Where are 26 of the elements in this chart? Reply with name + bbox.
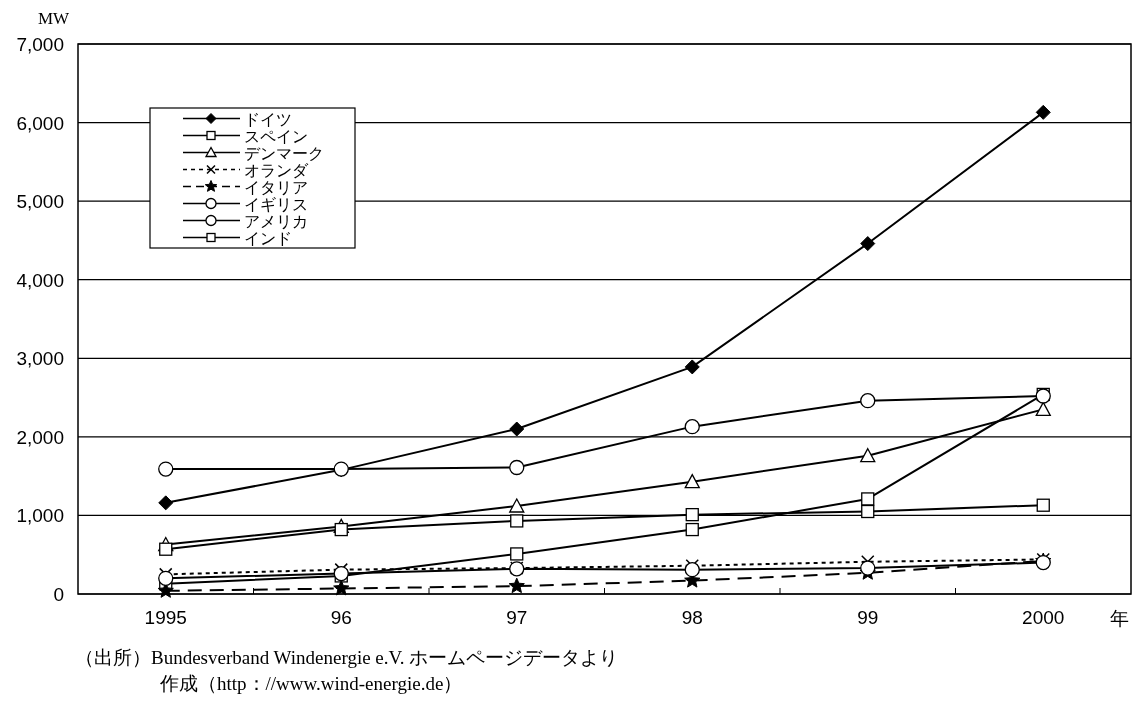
legend-label: イタリア bbox=[244, 178, 308, 196]
x-tick-label: 1995 bbox=[144, 607, 187, 628]
legend-label: ドイツ bbox=[244, 110, 292, 128]
y-axis-title: MW bbox=[38, 9, 71, 28]
x-axis-title: 年 bbox=[1110, 608, 1129, 629]
y-tick-label: 2,000 bbox=[16, 426, 64, 448]
legend-label: アメリカ bbox=[244, 212, 308, 230]
x-tick-label: 99 bbox=[857, 607, 879, 628]
x-tick-label: 2000 bbox=[1022, 607, 1065, 628]
x-tick-label: 98 bbox=[681, 607, 703, 628]
text: 作成（http：//www.wind-energie.de） bbox=[159, 673, 463, 694]
y-tick-label: 4,000 bbox=[16, 269, 64, 291]
y-tick-label: 5,000 bbox=[16, 191, 64, 213]
x-tick-label: 96 bbox=[330, 607, 352, 628]
y-tick-label: 3,000 bbox=[16, 348, 64, 370]
y-tick-label: 1,000 bbox=[16, 505, 64, 527]
y-tick-label: 0 bbox=[53, 584, 64, 605]
legend-label: インド bbox=[244, 229, 292, 247]
legend-label: デンマーク bbox=[244, 144, 324, 162]
y-tick-label: 7,000 bbox=[16, 34, 64, 55]
x-tick-label: 97 bbox=[506, 607, 528, 628]
legend-label: イギリス bbox=[244, 195, 308, 213]
y-tick-label: 6,000 bbox=[16, 112, 64, 134]
legend-label: スペイン bbox=[244, 127, 308, 145]
text: （出所）Bundesverband Windenergie e.V. ホームページデータより bbox=[75, 647, 619, 668]
legend-label: オランダ bbox=[244, 161, 309, 179]
